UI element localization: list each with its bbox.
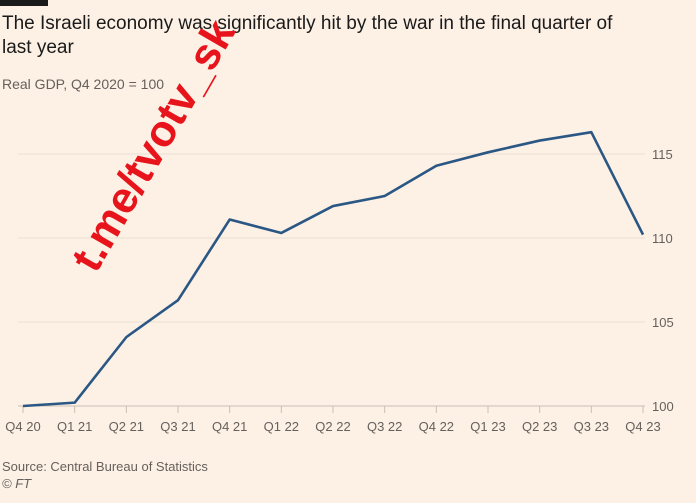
x-tick-label: Q1 23 [470,419,505,434]
x-tick-label: Q3 23 [574,419,609,434]
x-tick-label: Q4 22 [419,419,454,434]
x-tick-label: Q4 20 [5,419,40,434]
x-tick-label: Q4 23 [625,419,660,434]
y-tick-label: 105 [652,315,674,330]
y-tick-label: 115 [652,147,673,162]
source-note: Source: Central Bureau of Statistics [2,459,208,474]
x-tick-label: Q2 22 [315,419,350,434]
y-tick-label: 110 [652,231,673,246]
x-tick-label: Q3 22 [367,419,402,434]
x-tick-label: Q1 21 [57,419,92,434]
y-tick-label: 100 [652,399,674,414]
x-tick-label: Q2 21 [109,419,144,434]
copyright: © FT [2,476,32,491]
chart-title: The Israeli economy was significantly hi… [2,13,613,58]
x-tick-label: Q2 23 [522,419,557,434]
x-tick-label: Q4 21 [212,419,247,434]
x-tick-label: Q3 21 [160,419,195,434]
x-tick-label: Q1 22 [264,419,299,434]
chart-subtitle: Real GDP, Q4 2020 = 100 [2,76,165,92]
ft-top-bar [0,0,48,6]
